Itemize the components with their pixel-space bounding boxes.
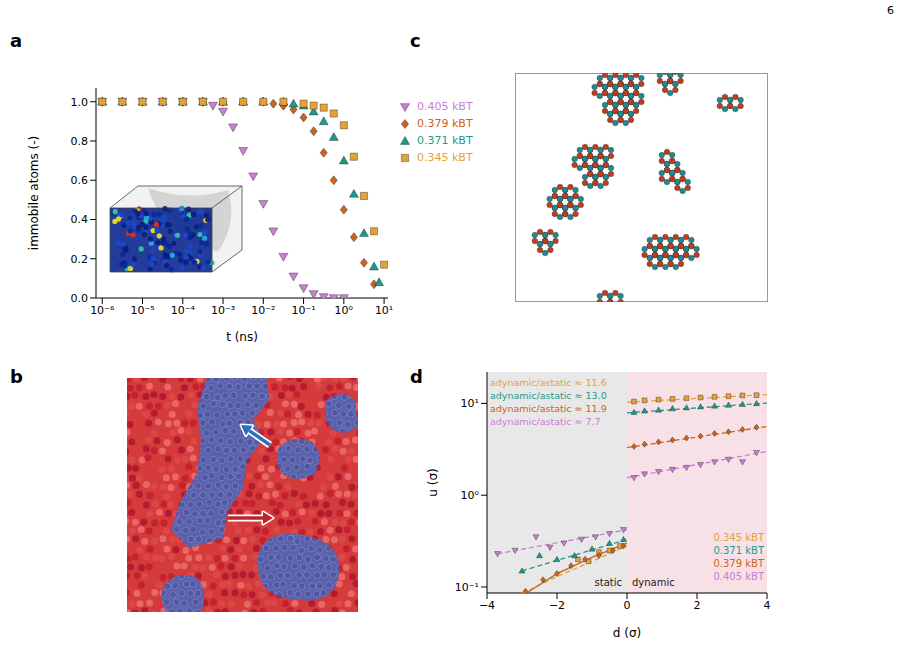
html-text:b: b: [10, 366, 23, 387]
svg-text:0.4: 0.4: [71, 213, 89, 226]
html-text:6: 6: [887, 4, 894, 17]
svg-text:10⁻⁴: 10⁻⁴: [171, 304, 196, 317]
svg-text:0: 0: [624, 599, 631, 612]
html-text:adynamic/astatic ≈ 11.6: adynamic/astatic ≈ 11.6: [490, 377, 607, 388]
svg-text:10⁰: 10⁰: [335, 304, 354, 317]
html-text:0.345 kBT: 0.345 kBT: [417, 151, 473, 164]
svg-text:4: 4: [764, 599, 771, 612]
svg-text:10¹: 10¹: [461, 397, 479, 410]
svg-text:0.0: 0.0: [71, 292, 89, 305]
svg-text:d (σ): d (σ): [613, 626, 641, 640]
html-text:adynamic/astatic ≈ 7.7: adynamic/astatic ≈ 7.7: [490, 416, 601, 427]
html-text:adynamic/astatic ≈ 13.0: adynamic/astatic ≈ 13.0: [490, 390, 607, 401]
html-text:dynamic: dynamic: [632, 577, 675, 588]
svg-text:0.2: 0.2: [71, 253, 89, 266]
svg-text:10⁻³: 10⁻³: [211, 304, 235, 317]
svg-text:10⁰: 10⁰: [461, 489, 480, 502]
svg-text:10⁻⁶: 10⁻⁶: [90, 304, 115, 317]
html-text:0.371 kBT: 0.371 kBT: [713, 545, 764, 556]
svg-text:0.8: 0.8: [71, 135, 89, 148]
html-text:0.405 kBT: 0.405 kBT: [713, 571, 764, 582]
html-text:a: a: [10, 30, 23, 51]
svg-text:10¹: 10¹: [375, 304, 393, 317]
html-text:0.379 kBT: 0.379 kBT: [713, 558, 764, 569]
svg-text:immobile atoms (-): immobile atoms (-): [27, 136, 41, 250]
svg-text:2: 2: [694, 599, 701, 612]
svg-text:0.6: 0.6: [71, 174, 89, 187]
svg-text:−2: −2: [549, 599, 565, 612]
svg-text:10⁻¹: 10⁻¹: [291, 304, 315, 317]
html-text:c: c: [410, 30, 421, 51]
svg-text:−4: −4: [479, 599, 495, 612]
html-text:0.379 kBT: 0.379 kBT: [417, 117, 473, 130]
svg-text:10⁻⁵: 10⁻⁵: [130, 304, 154, 317]
svg-text:1.0: 1.0: [71, 96, 89, 109]
svg-text:10⁻²: 10⁻²: [251, 304, 275, 317]
svg-text:u (σ): u (σ): [426, 468, 440, 496]
html-text:0.405 kBT: 0.405 kBT: [417, 100, 473, 113]
svg-text:t (ns): t (ns): [226, 330, 258, 344]
html-text:adynamic/astatic ≈ 11.9: adynamic/astatic ≈ 11.9: [490, 403, 607, 414]
html-text:0.371 kBT: 0.371 kBT: [417, 134, 473, 147]
html-text:static: static: [594, 577, 622, 588]
html-text:0.345 kBT: 0.345 kBT: [713, 532, 764, 543]
svg-text:10⁻¹: 10⁻¹: [455, 581, 479, 594]
html-text:d: d: [410, 366, 423, 387]
